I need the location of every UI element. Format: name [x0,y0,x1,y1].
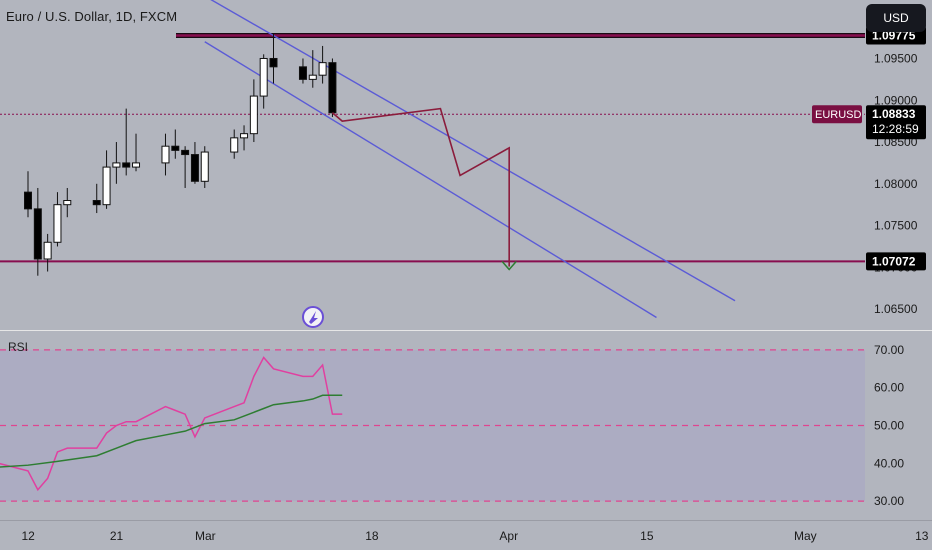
candle [190,154,199,182]
chart-title: Euro / U.S. Dollar, 1D, FXCM [6,9,178,24]
rsi-tick-label: 70.00 [874,343,904,357]
candle [43,241,52,260]
candle [269,57,278,68]
time-tick-label: 12 [22,529,36,543]
rsi-tick-label: 60.00 [874,381,904,395]
support-price-label-bg [866,252,926,271]
logo-bolt-icon [309,311,318,324]
target-arrow [501,261,517,271]
price-tick-label: 1.08000 [874,177,918,191]
candle [24,191,32,210]
price-tick-label: 1.09000 [874,93,918,107]
time-tick-label: Mar [195,529,216,543]
time-tick-label: 13 [915,529,929,543]
candle [230,137,239,153]
main-pane [0,0,932,330]
candle [200,151,209,182]
candle [63,200,72,206]
candle [318,62,327,76]
price-tick-label: 1.06500 [874,302,918,316]
candle [53,204,62,243]
candle [132,162,141,168]
time-tick-label: 15 [640,529,654,543]
candle [161,145,170,164]
candle [259,57,268,97]
candle [298,66,307,80]
symbol-label: EURUSD [815,109,862,121]
channel-lower-line[interactable] [204,41,657,319]
resistance-price-label: 1.09775 [872,29,916,43]
rsi-tick-label: 30.00 [874,494,904,508]
time-tick-label: 21 [110,529,124,543]
currency-button[interactable]: USD [866,4,926,32]
time-tick-label: May [794,529,817,543]
candle [240,133,249,139]
rsi-ma-line [0,394,343,468]
candle [171,145,180,151]
rsi-label: RSI [8,340,29,354]
channel-upper-line[interactable] [175,0,736,302]
price-tick-label: 1.09500 [874,51,918,65]
candle [181,149,190,156]
support-price-label: 1.07072 [872,254,916,268]
last-price-bg [866,105,926,140]
rsi-tick-label: 50.00 [874,419,904,433]
countdown-label: 12:28:59 [872,122,919,136]
candle [308,74,317,80]
candle [102,166,111,206]
price-tick-label: 1.07500 [874,219,918,233]
rsi-tick-label: 40.00 [874,456,904,470]
rsi-line [0,356,343,492]
projection-path[interactable] [331,107,510,267]
candle [112,162,121,168]
candle [33,208,42,260]
last-price-label: 1.08833 [872,107,916,121]
candle [92,200,101,206]
time-tick-label: Apr [499,529,518,543]
candle [122,162,131,168]
candle [249,95,258,135]
candle [328,62,337,114]
time-tick-label: 18 [365,529,379,543]
symbol-label-bg [812,105,862,124]
